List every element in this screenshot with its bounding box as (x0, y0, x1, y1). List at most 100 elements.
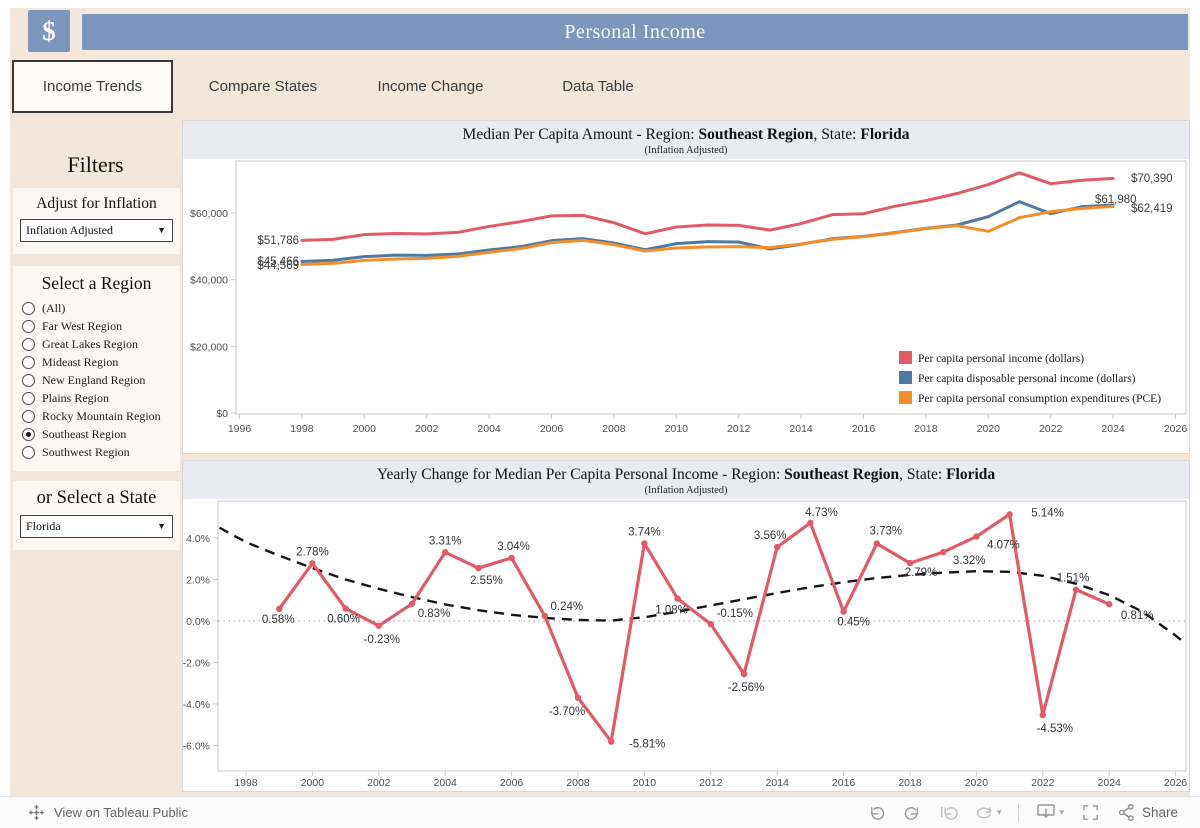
region-option-mideast-region[interactable]: Mideast Region (20, 353, 173, 371)
svg-text:$0: $0 (216, 408, 228, 420)
svg-text:$51,786: $51,786 (257, 235, 299, 247)
svg-text:$61,980: $61,980 (1095, 194, 1137, 206)
tab-data-table[interactable]: Data Table (562, 78, 634, 95)
inflation-heading: Adjust for Inflation (36, 195, 157, 212)
radio-icon[interactable] (22, 373, 35, 387)
svg-text:2014: 2014 (766, 777, 790, 789)
fullscreen-icon[interactable] (1081, 803, 1100, 822)
radio-icon[interactable] (22, 355, 35, 369)
inflation-filter-box: Adjust for Inflation Inflation Adjusted … (13, 188, 180, 254)
svg-text:3.32%: 3.32% (953, 555, 986, 567)
region-option-rocky-mountain-region[interactable]: Rocky Mountain Region (20, 407, 173, 425)
svg-text:2026: 2026 (1164, 777, 1188, 789)
tab-compare-states[interactable]: Compare States (208, 78, 318, 95)
region-option-new-england-region[interactable]: New England Region (20, 371, 173, 389)
svg-text:4.0%: 4.0% (186, 533, 210, 545)
chevron-down-icon: ▼ (157, 521, 166, 531)
chart1-title-state: Florida (860, 126, 910, 143)
radio-icon[interactable] (22, 319, 35, 333)
region-option-all[interactable]: (All) (20, 299, 173, 317)
share-icon (1118, 803, 1134, 822)
tab-income-trends[interactable]: Income Trends (12, 60, 173, 113)
view-on-tableau-public[interactable]: View on Tableau Public (28, 804, 188, 821)
svg-text:2008: 2008 (602, 423, 626, 435)
region-option-label: Rocky Mountain Region (42, 408, 161, 423)
undo-icon[interactable] (867, 805, 886, 821)
region-radio-list: (All) Far West Region Great Lakes Region Mi… (20, 299, 173, 461)
radio-icon[interactable] (22, 445, 35, 459)
chart2-subtitle: (Inflation Adjusted) (644, 485, 728, 496)
svg-text:2022: 2022 (1031, 777, 1055, 789)
svg-text:$60,000: $60,000 (190, 208, 228, 220)
dollar-logo-icon: $ (28, 10, 70, 52)
svg-text:2022: 2022 (1039, 423, 1063, 435)
chevron-down-icon[interactable]: ▾ (1059, 807, 1064, 817)
radio-icon[interactable] (22, 337, 35, 351)
svg-text:2.78%: 2.78% (296, 546, 329, 558)
yearly-change-line-chart[interactable]: 1998 2000 2002 2004 2006 2008 2010 2012 2014 2016… (183, 499, 1189, 791)
yearly-change-chart-title: Yearly Change for Median Per Capita Pers… (183, 461, 1189, 499)
region-option-southeast-region[interactable]: Southeast Region (20, 425, 173, 443)
region-option-plains-region[interactable]: Plains Region (20, 389, 173, 407)
svg-text:-2.56%: -2.56% (728, 682, 764, 694)
yearly-change-chart-svg[interactable]: 1998 2000 2002 2004 2006 2008 2010 2012 2014 2016… (183, 499, 1189, 791)
svg-text:1.08%: 1.08% (655, 605, 688, 617)
sheet-tabs: Income Trends Compare States Income Change… (12, 60, 673, 113)
svg-text:-5.81%: -5.81% (629, 739, 665, 751)
chart1-title-region: Southeast Region (698, 126, 814, 143)
svg-text:$44,569: $44,569 (257, 260, 299, 272)
radio-icon[interactable] (22, 427, 35, 441)
redo-icon[interactable] (903, 805, 922, 821)
chart2-title-state: Florida (946, 466, 996, 483)
svg-text:1.51%: 1.51% (1057, 573, 1090, 585)
yearly-change-chart-panel: Yearly Change for Median Per Capita Pers… (182, 460, 1190, 792)
tab-income-change[interactable]: Income Change (377, 78, 484, 95)
svg-text:0.83%: 0.83% (418, 608, 451, 620)
chart1-subtitle: (Inflation Adjusted) (644, 145, 728, 156)
region-option-label: Plains Region (42, 390, 110, 405)
revert-icon[interactable] (939, 805, 958, 821)
svg-text:2024: 2024 (1101, 423, 1125, 435)
radio-icon[interactable] (22, 391, 35, 405)
filters-sidebar: Filters Adjust for Inflation Inflation A… (10, 118, 181, 550)
dashboard-title-bar: Personal Income (82, 14, 1188, 50)
refresh-icon[interactable]: ▾ (975, 805, 1002, 821)
region-option-label: Mideast Region (42, 354, 119, 369)
download-icon[interactable]: ▾ (1036, 803, 1064, 822)
state-dropdown[interactable]: Florida ▼ (20, 515, 173, 538)
svg-text:0.45%: 0.45% (837, 617, 870, 629)
svg-text:3.04%: 3.04% (497, 541, 530, 553)
svg-text:3.31%: 3.31% (429, 535, 462, 547)
radio-icon[interactable] (22, 409, 35, 423)
chart1-title-mid: , State: (813, 126, 861, 143)
per-capita-chart-svg[interactable]: 1996 1998 2000 2002 2004 2006 2008 2010 2012 2014… (183, 159, 1189, 453)
chevron-down-icon[interactable]: ▾ (996, 807, 1002, 817)
svg-text:0.58%: 0.58% (262, 614, 295, 626)
svg-text:2004: 2004 (477, 423, 501, 435)
svg-text:3.56%: 3.56% (754, 530, 787, 542)
region-option-southwest-region[interactable]: Southwest Region (20, 443, 173, 461)
svg-text:3.73%: 3.73% (869, 526, 902, 538)
inflation-dropdown[interactable]: Inflation Adjusted ▼ (20, 219, 173, 242)
svg-text:2004: 2004 (434, 777, 458, 789)
inflation-dropdown-value: Inflation Adjusted (26, 223, 113, 237)
radio-icon[interactable] (22, 301, 35, 315)
svg-text:1998: 1998 (234, 777, 258, 789)
share-button[interactable]: Share (1117, 803, 1178, 822)
svg-text:-0.15%: -0.15% (717, 608, 753, 620)
svg-text:2010: 2010 (633, 777, 657, 789)
view-on-tableau-public-label: View on Tableau Public (54, 805, 188, 820)
svg-text:2026: 2026 (1164, 423, 1188, 435)
chart1-title-prefix: Median Per Capita Amount - Region: (462, 126, 699, 143)
svg-text:1998: 1998 (290, 423, 314, 435)
svg-text:5.14%: 5.14% (1031, 507, 1064, 519)
region-option-far-west-region[interactable]: Far West Region (20, 317, 173, 335)
svg-text:2000: 2000 (301, 777, 325, 789)
svg-text:Per capita disposable personal: Per capita disposable personal income (d… (918, 373, 1136, 385)
per-capita-line-chart[interactable]: 1996 1998 2000 2002 2004 2006 2008 2010 2012 2014… (183, 159, 1189, 453)
svg-text:0.0%: 0.0% (186, 616, 210, 628)
svg-text:2012: 2012 (699, 777, 723, 789)
region-option-great-lakes-region[interactable]: Great Lakes Region (20, 335, 173, 353)
svg-text:2.55%: 2.55% (470, 575, 503, 587)
svg-text:-6.0%: -6.0% (183, 741, 210, 753)
